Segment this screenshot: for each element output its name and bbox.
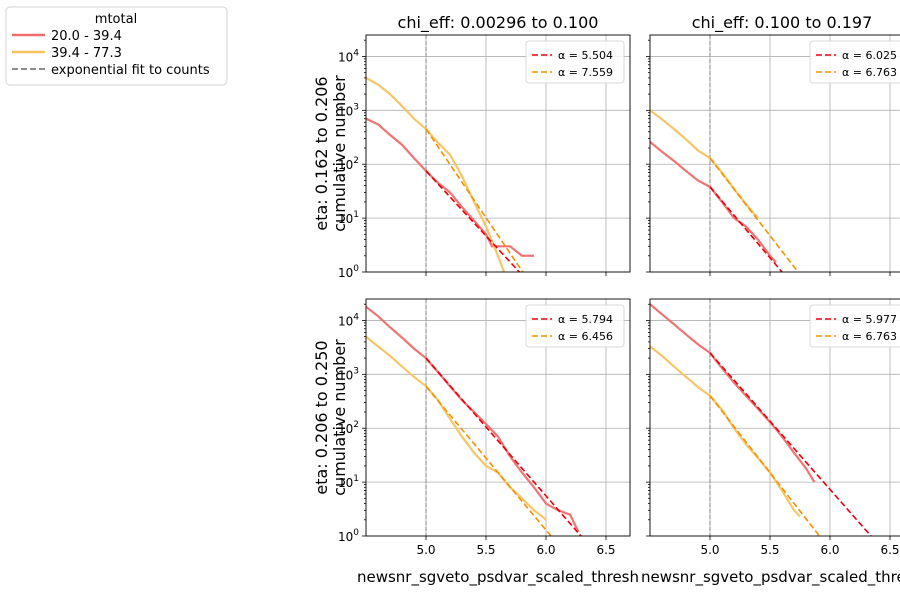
fit-line-high-mass: [425, 385, 553, 536]
figure-legend-label: 39.4 - 77.3: [51, 46, 122, 61]
y-ticks: [646, 303, 650, 537]
x-axis-label: newsnr_sgveto_psdvar_scaled_thresh: [357, 568, 639, 587]
fit-legend-label: α = 5.977: [842, 313, 897, 326]
figure-legend-box: [5, 6, 228, 86]
y-tick-label: 104: [338, 48, 359, 64]
y-tick-label: 100: [338, 528, 359, 544]
y-tick-label: 102: [338, 420, 359, 436]
y-tick-label: 104: [338, 312, 359, 328]
row-label-eta: eta: 0.206 to 0.250: [312, 340, 331, 494]
fit-legend-label: α = 5.794: [558, 313, 613, 326]
panel-row2-col1: 100 101 102 103 104 5.0 5.5 6.0 6.5 newsnr_sgveto…: [338, 298, 639, 587]
panel-row1-col1: 100 101 102 103 104 α = 5.504 α = 7.559: [338, 34, 631, 280]
x-ticks: [709, 536, 891, 540]
fit-legend: α = 5.794 α = 6.456: [525, 304, 625, 348]
series-line-low-mass: [650, 303, 816, 483]
x-tick-label: 6.0: [820, 543, 839, 557]
fit-line-low-mass: [709, 186, 783, 272]
fit-legend-box: [809, 40, 900, 84]
panel-row2-col2: 5.0 5.5 6.0 6.5 newsnr_sgveto_psdvar_scaled_…: [641, 298, 900, 587]
row-label: eta: 0.206 to 0.250 cumulative number: [312, 339, 349, 496]
fit-line-low-mass: [709, 352, 873, 536]
fit-legend: α = 5.504 α = 7.559: [525, 40, 625, 84]
y-tick-label: 101: [338, 474, 359, 490]
figure-legend-label: 20.0 - 39.4: [51, 29, 122, 44]
fit-line-high-mass: [425, 128, 524, 272]
column-title: chi_eff: 0.00296 to 0.100: [398, 13, 599, 33]
fit-line-low-mass: [425, 170, 521, 272]
x-ticks: [425, 272, 607, 276]
series-line-high-mass: [366, 335, 547, 521]
fit-line-high-mass: [709, 157, 800, 272]
x-tick-label: 5.0: [416, 543, 435, 557]
fit-legend-label: α = 6.456: [558, 330, 613, 343]
fit-line-low-mass: [425, 357, 583, 536]
fit-legend: α = 6.025 α = 6.763: [809, 40, 900, 84]
axes-frame: [649, 298, 900, 537]
x-axis-label: newsnr_sgveto_psdvar_scaled_thresh: [641, 568, 900, 587]
figure-legend-title: mtotal: [95, 12, 137, 27]
x-tick-label: 5.0: [700, 543, 719, 557]
row-label-eta: eta: 0.162 to 0.206: [312, 76, 331, 230]
figure-text: chi_eff: 0.00296 to 0.100 chi_eff: 0.100 …: [312, 13, 872, 496]
y-tick-label: 100: [338, 264, 359, 280]
x-tick-label: 5.5: [476, 543, 495, 557]
x-tick-label: 6.5: [880, 543, 899, 557]
y-tick-label: 101: [338, 210, 359, 226]
fit-legend-label: α = 7.559: [558, 66, 613, 79]
figure-legend: mtotal 20.0 - 39.4 39.4 - 77.3 exponential …: [5, 6, 228, 86]
axes-frame: [365, 298, 631, 537]
row-label-ylabel: cumulative number: [330, 339, 349, 496]
y-tick-label: 103: [338, 102, 359, 118]
fit-legend-label: α = 6.025: [842, 49, 897, 62]
y-ticks: [362, 39, 366, 273]
fit-legend-label: α = 6.763: [842, 330, 897, 343]
figure-legend-label: exponential fit to counts: [51, 63, 210, 78]
fit-legend-label: α = 6.763: [842, 66, 897, 79]
x-ticks: [709, 272, 891, 276]
panel-row1-col2: α = 6.025 α = 6.763: [646, 34, 900, 276]
y-ticks: [362, 303, 366, 537]
series-line-low-mass: [366, 117, 534, 257]
panels: 100 101 102 103 104 α = 5.504 α = 7.559 α = 6.0…: [338, 34, 900, 587]
x-ticks: [425, 536, 607, 540]
fit-line-high-mass: [709, 395, 821, 536]
x-tick-label: 5.5: [760, 543, 779, 557]
series-line-low-mass: [650, 141, 777, 264]
column-title: chi_eff: 0.100 to 0.197: [692, 13, 873, 33]
row-label: eta: 0.162 to 0.206 cumulative number: [312, 75, 349, 232]
fit-legend-box: [809, 304, 900, 348]
series-line-high-mass: [366, 76, 506, 272]
x-tick-label: 6.0: [536, 543, 555, 557]
fit-legend: α = 5.977 α = 6.763: [809, 304, 900, 348]
axes-frame: [649, 34, 900, 273]
y-ticks: [646, 39, 650, 273]
y-tick-label: 102: [338, 156, 359, 172]
y-tick-label: 103: [338, 366, 359, 382]
fit-legend-label: α = 5.504: [558, 49, 613, 62]
axes-frame: [365, 34, 631, 273]
row-label-ylabel: cumulative number: [330, 75, 349, 232]
x-tick-label: 6.5: [596, 543, 615, 557]
